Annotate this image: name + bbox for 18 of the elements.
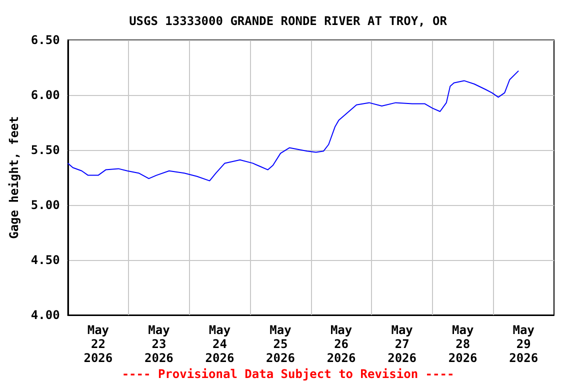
- y-tick-label: 5.50: [30, 143, 60, 157]
- y-tick-label: 4.50: [30, 253, 60, 267]
- y-tick-label: 6.50: [30, 33, 60, 47]
- x-tick-label: May 25 2026: [266, 323, 295, 365]
- x-tick-label: May 27 2026: [388, 323, 417, 365]
- y-tick-label: 4.00: [30, 308, 60, 322]
- text: ---- Provisional Data Subject to Revision ----: [122, 367, 454, 381]
- chart-title: USGS 13333000 GRANDE RONDE RIVER AT TROY, OR: [129, 14, 448, 28]
- x-tick-label: May 28 2026: [448, 323, 478, 365]
- y-tick-label: 6.00: [30, 88, 60, 102]
- x-tick-label: May 22 2026: [84, 323, 113, 365]
- x-tick-label: May 29 2026: [509, 323, 538, 365]
- line-series: [67, 70, 520, 182]
- x-tick-label: May 26 2026: [326, 323, 356, 365]
- y-tick-label: 5.00: [30, 198, 60, 212]
- y-axis-title: Gage height, feet: [7, 116, 21, 239]
- x-tick-label: May 24 2026: [205, 323, 234, 365]
- x-tick-label: May 23 2026: [144, 323, 174, 365]
